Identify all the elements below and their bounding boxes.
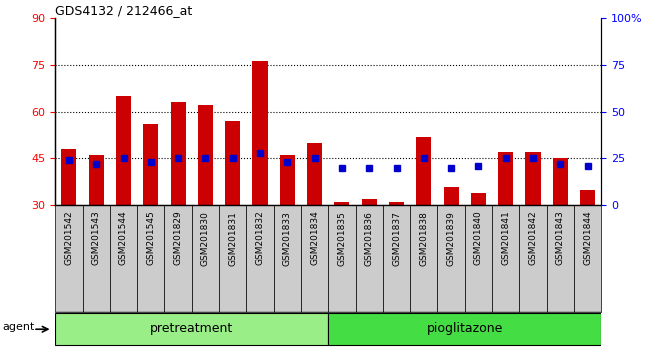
Bar bbox=[416, 137, 432, 205]
Bar bbox=[410, 205, 437, 312]
Bar bbox=[301, 205, 328, 312]
Bar bbox=[547, 205, 574, 312]
Bar bbox=[383, 205, 410, 312]
Bar bbox=[274, 205, 301, 312]
Bar bbox=[61, 149, 77, 205]
Bar bbox=[143, 124, 159, 205]
Text: GSM201839: GSM201839 bbox=[447, 211, 456, 266]
Bar bbox=[110, 205, 137, 312]
Bar bbox=[164, 205, 192, 312]
Bar bbox=[137, 205, 164, 312]
Bar bbox=[552, 159, 568, 205]
Text: GSM201543: GSM201543 bbox=[92, 211, 101, 266]
Bar bbox=[443, 187, 459, 205]
Bar bbox=[83, 205, 110, 312]
Bar bbox=[437, 205, 465, 312]
Text: agent: agent bbox=[3, 322, 35, 332]
Bar bbox=[465, 205, 492, 312]
Text: GSM201833: GSM201833 bbox=[283, 211, 292, 266]
Bar bbox=[170, 102, 186, 205]
Text: GSM201542: GSM201542 bbox=[64, 211, 73, 265]
Bar bbox=[525, 152, 541, 205]
Bar bbox=[55, 205, 83, 312]
Bar bbox=[389, 202, 404, 205]
Bar bbox=[356, 205, 383, 312]
Bar bbox=[498, 152, 514, 205]
Bar bbox=[574, 205, 601, 312]
Bar bbox=[471, 193, 486, 205]
Text: GSM201838: GSM201838 bbox=[419, 211, 428, 266]
Bar bbox=[219, 205, 246, 312]
Bar bbox=[55, 313, 328, 345]
Bar bbox=[361, 199, 377, 205]
Text: GSM201844: GSM201844 bbox=[583, 211, 592, 265]
Bar bbox=[334, 202, 350, 205]
Text: GSM201829: GSM201829 bbox=[174, 211, 183, 266]
Bar bbox=[328, 313, 601, 345]
Text: GSM201545: GSM201545 bbox=[146, 211, 155, 266]
Bar bbox=[252, 62, 268, 205]
Bar bbox=[88, 155, 104, 205]
Text: pioglitazone: pioglitazone bbox=[426, 322, 503, 335]
Text: GSM201832: GSM201832 bbox=[255, 211, 265, 266]
Text: GSM201831: GSM201831 bbox=[228, 211, 237, 266]
Bar bbox=[280, 155, 295, 205]
Text: GSM201843: GSM201843 bbox=[556, 211, 565, 266]
Text: GSM201834: GSM201834 bbox=[310, 211, 319, 266]
Text: GSM201841: GSM201841 bbox=[501, 211, 510, 266]
Text: GSM201837: GSM201837 bbox=[392, 211, 401, 266]
Bar bbox=[519, 205, 547, 312]
Bar bbox=[492, 205, 519, 312]
Bar bbox=[192, 205, 219, 312]
Text: GSM201842: GSM201842 bbox=[528, 211, 538, 265]
Text: GSM201835: GSM201835 bbox=[337, 211, 346, 266]
Bar bbox=[116, 96, 131, 205]
Text: GSM201836: GSM201836 bbox=[365, 211, 374, 266]
Text: GSM201544: GSM201544 bbox=[119, 211, 128, 265]
Bar bbox=[580, 190, 595, 205]
Bar bbox=[246, 205, 274, 312]
Bar bbox=[307, 143, 322, 205]
Text: GSM201830: GSM201830 bbox=[201, 211, 210, 266]
Text: GSM201840: GSM201840 bbox=[474, 211, 483, 266]
Bar bbox=[328, 205, 356, 312]
Text: pretreatment: pretreatment bbox=[150, 322, 233, 335]
Text: GDS4132 / 212466_at: GDS4132 / 212466_at bbox=[55, 4, 192, 17]
Bar bbox=[225, 121, 240, 205]
Bar bbox=[198, 105, 213, 205]
